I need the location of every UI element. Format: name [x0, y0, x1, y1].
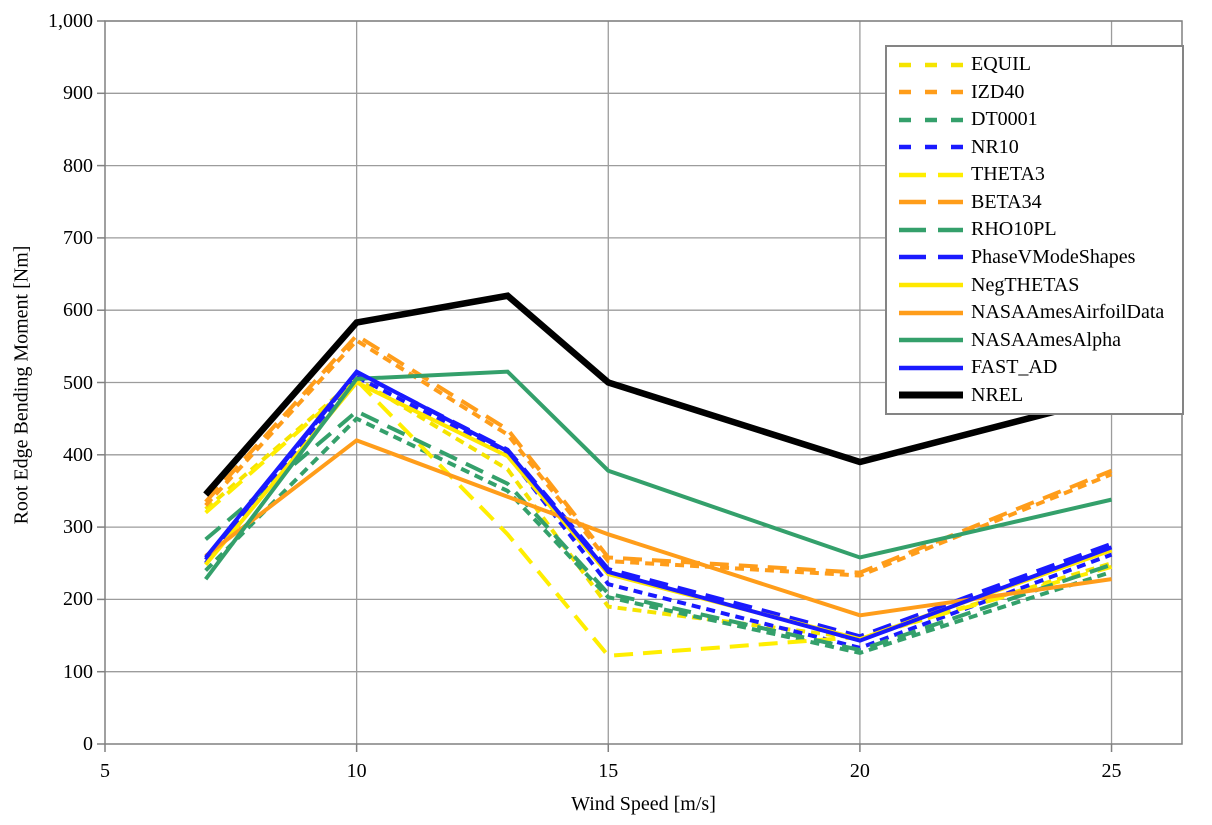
legend-label: NR10 — [971, 135, 1019, 158]
legend-label: PhaseVModeShapes — [971, 245, 1136, 268]
y-tick-label: 300 — [63, 516, 93, 539]
series-line-NASAAmesAlpha — [204, 369, 1112, 581]
x-tick-label: 25 — [1101, 760, 1122, 782]
y-tick-label: 0 — [83, 733, 93, 755]
y-tick-label: 200 — [63, 588, 93, 611]
series-line-BETA34 — [204, 332, 1113, 575]
legend-entry-FAST_AD: FAST_AD — [899, 355, 1182, 381]
legend-label: THETA3 — [971, 163, 1045, 186]
legend-line-sample — [899, 117, 963, 123]
legend-entry-THETA3: THETA3 — [899, 162, 1182, 188]
legend-entry-RHO10PL: RHO10PL — [899, 217, 1182, 243]
series-line-NASAAmesAirfoilData — [204, 438, 1112, 618]
legend-entry-BETA34: BETA34 — [899, 189, 1182, 215]
y-tick-label: 1,000 — [48, 10, 93, 32]
y-tick-label: 900 — [63, 82, 93, 105]
legend-entry-NASAAmesAlpha: NASAAmesAlpha — [899, 327, 1182, 353]
legend-label: DT0001 — [971, 108, 1038, 131]
x-axis-title: Wind Speed [m/s] — [571, 793, 716, 815]
series-line-NR10 — [204, 374, 1113, 650]
legend-line-sample — [899, 145, 963, 150]
y-tick-label: 500 — [63, 371, 93, 394]
y-axis-title: Root Edge Bending Moment [Nm] — [10, 245, 33, 524]
y-tick-label: 700 — [63, 226, 93, 249]
series-line-PhaseVModeShapes — [204, 369, 1113, 639]
legend-line-sample — [899, 172, 963, 178]
legend-label: RHO10PL — [971, 218, 1057, 241]
legend-entry-IZD40: IZD40 — [899, 79, 1182, 105]
legend-line-sample — [899, 90, 963, 95]
legend-label: NASAAmesAlpha — [971, 328, 1121, 351]
legend-line-sample — [899, 391, 963, 399]
series-line-NREL — [203, 292, 1113, 497]
legend-line-sample — [899, 200, 963, 205]
legend-label: BETA34 — [971, 190, 1042, 213]
legend-label: NASAAmesAirfoilData — [971, 301, 1165, 324]
x-tick-label: 20 — [849, 760, 870, 782]
x-tick-label: 5 — [100, 760, 110, 782]
legend-label: NREL — [971, 383, 1024, 406]
legend-label: EQUIL — [971, 53, 1031, 76]
y-tick-label: 400 — [63, 443, 93, 466]
legend-entry-EQUIL: EQUIL — [899, 52, 1182, 78]
y-tick-label: 800 — [63, 154, 93, 177]
legend-label: NegTHETAS — [971, 273, 1080, 296]
legend-label: FAST_AD — [971, 356, 1058, 379]
legend-entry-NASAAmesAirfoilData: NASAAmesAirfoilData — [899, 300, 1182, 326]
legend-line-sample — [899, 282, 963, 288]
legend-label: IZD40 — [971, 80, 1025, 103]
legend-entry-NegTHETAS: NegTHETAS — [899, 272, 1182, 298]
series-line-FAST_AD — [204, 369, 1113, 643]
legend-entry-NREL: NREL — [899, 382, 1182, 408]
legend-entry-DT0001: DT0001 — [899, 107, 1182, 133]
x-tick-label: 15 — [598, 760, 619, 782]
y-tick-label: 100 — [63, 660, 93, 683]
legend-line-sample — [899, 365, 963, 370]
legend-entry-NR10: NR10 — [899, 134, 1182, 160]
y-tick-label: 600 — [63, 299, 93, 322]
legend-line-sample — [899, 310, 963, 315]
series-line-IZD40 — [204, 337, 1113, 578]
legend-line-sample — [899, 255, 963, 260]
legend-line-sample — [899, 62, 963, 68]
series-line-RHO10PL — [204, 409, 1113, 653]
series-line-DT0001 — [204, 416, 1113, 655]
legend-line-sample — [899, 337, 963, 343]
legend-line-sample — [899, 227, 963, 233]
x-tick-label: 10 — [346, 760, 367, 782]
legend-entry-PhaseVModeShapes: PhaseVModeShapes — [899, 244, 1182, 270]
legend-box: EQUIL IZD40 DT0001 NR10 THETA3 BETA34 RHO10PL P… — [885, 45, 1184, 415]
